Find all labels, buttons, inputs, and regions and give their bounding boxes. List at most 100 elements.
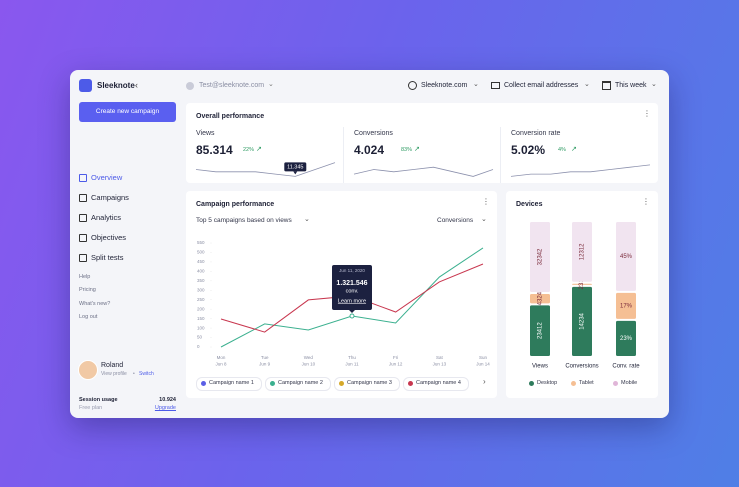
caret: ⌄ (584, 81, 590, 88)
y-tick-label: 500 (197, 250, 205, 255)
metric-change: 22% (243, 147, 255, 153)
caret: ⌄ (481, 216, 487, 223)
bar-segment (530, 222, 550, 292)
caret: ⌄ (473, 81, 479, 88)
x-tick-label: Conversions (565, 364, 598, 370)
divider (343, 127, 344, 183)
y-tick-label: 50 (197, 335, 203, 340)
bar-segment (572, 286, 592, 356)
nav-icon (79, 214, 87, 222)
y-tick-label: 0 (197, 344, 200, 349)
sidebar-link[interactable]: What's new? (79, 300, 111, 307)
metric-change: 4% (558, 147, 566, 153)
overall-card (186, 103, 658, 183)
menu[interactable]: ⋮ (643, 109, 651, 118)
divider (500, 127, 501, 183)
nav-item[interactable]: Analytics (91, 213, 122, 222)
menu[interactable]: ⋮ (642, 197, 650, 206)
tooltip-text: 11.345 (287, 164, 303, 170)
legend-swatch (613, 381, 618, 386)
legend-label: Campaign name 3 (347, 380, 392, 386)
overall-title: Overall performance (196, 113, 265, 120)
switch[interactable]: Switch (139, 371, 154, 377)
sparkline (510, 164, 651, 177)
legend-swatch (408, 381, 413, 386)
tooltip-value: 1.321.546 (336, 280, 367, 287)
y-tick-label: 100 (197, 325, 205, 330)
x-tick-label: Thu (348, 355, 356, 360)
nav-item[interactable]: Split tests (91, 253, 124, 262)
legend-next[interactable]: › (483, 377, 486, 386)
legend-label: Tablet (579, 380, 594, 386)
legend-swatch (201, 381, 206, 386)
x-tick-label: Mon (217, 355, 226, 360)
nav-icon (79, 254, 87, 262)
sparkline (195, 162, 336, 177)
brand: Sleeknote (97, 81, 135, 90)
nav-icon (79, 234, 87, 242)
sidebar-link[interactable]: Help (79, 274, 91, 280)
filter[interactable]: Top 5 campaigns based on views (196, 217, 292, 224)
tooltip-pointer (349, 309, 355, 313)
account[interactable]: Test@sleeknote.com (199, 82, 265, 89)
x-tick-label: Sun (479, 355, 488, 360)
separator: • (133, 371, 135, 377)
nav-item[interactable]: Campaigns (91, 193, 129, 202)
data-label: 23% (620, 336, 633, 342)
upgrade[interactable]: Upgrade (154, 405, 176, 411)
bar-segment (616, 320, 636, 356)
x-tick-label: Jun 12 (389, 362, 403, 367)
bar-segment (572, 283, 592, 285)
nav-icon (79, 174, 87, 182)
bar-segment (530, 293, 550, 304)
logo (79, 79, 92, 92)
goal[interactable]: Collect email addresses (504, 82, 579, 89)
bar-segment (530, 305, 550, 356)
legend-item[interactable] (196, 377, 262, 391)
metric-label: Conversions (354, 130, 393, 137)
period[interactable]: This week (615, 82, 647, 89)
x-tick-label: Jun 10 (302, 362, 316, 367)
sidebar-link[interactable]: Log out (79, 313, 98, 320)
usage-label: Session usage (79, 397, 118, 403)
legend-item[interactable] (265, 377, 331, 391)
site[interactable]: Sleeknote.com (421, 82, 468, 89)
campaign-title: Campaign performance (196, 201, 275, 208)
menu[interactable]: ⋮ (482, 197, 490, 206)
nav-item[interactable]: Overview (91, 173, 123, 182)
x-tick-label: Jun 9 (259, 362, 271, 367)
sparkline (353, 166, 494, 177)
y-tick-label: 300 (197, 287, 205, 292)
create-button[interactable]: Create new campaign (79, 102, 176, 122)
bar-segment (616, 292, 636, 319)
legend-swatch (571, 381, 576, 386)
collapse[interactable]: ‹ (135, 80, 138, 90)
legend-item[interactable] (403, 377, 469, 391)
sidebar-link[interactable]: Pricing (79, 287, 96, 294)
metric[interactable]: Conversions (437, 217, 474, 224)
legend-label: Campaign name 2 (278, 380, 323, 386)
x-tick-label: Jun 14 (476, 362, 490, 367)
caret: ⌄ (268, 81, 274, 88)
sparkline-tooltip (284, 162, 307, 172)
usage-value: 10.924 (159, 397, 176, 403)
metric-change: 83% (401, 147, 413, 153)
data-label: 23412 (538, 322, 544, 339)
x-tick-label: Jun 13 (433, 362, 447, 367)
bar-segment (572, 222, 592, 282)
legend-label: Campaign name 1 (209, 380, 254, 386)
metric-value: 5.02% (511, 143, 546, 157)
view-profile[interactable]: View profile (101, 371, 127, 377)
nav-item[interactable]: Objectives (91, 233, 127, 242)
x-tick-label: Sat (436, 355, 444, 360)
x-tick-label: Conv. rate (612, 364, 640, 370)
x-tick-label: Fri (393, 355, 398, 360)
globe-icon (408, 81, 417, 90)
x-tick-label: Jun 11 (345, 362, 359, 367)
calendar-icon (602, 81, 611, 90)
user-name: Roland (101, 362, 124, 369)
legend-item[interactable] (334, 377, 400, 391)
legend-swatch (529, 381, 534, 386)
point (349, 313, 355, 319)
